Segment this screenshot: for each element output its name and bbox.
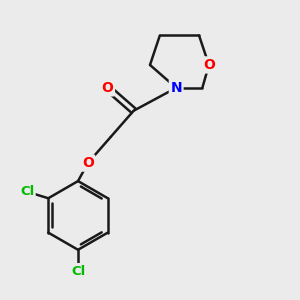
Text: Cl: Cl	[20, 185, 34, 198]
Text: O: O	[203, 58, 215, 72]
Text: O: O	[101, 81, 113, 95]
Text: O: O	[82, 156, 94, 170]
Text: Cl: Cl	[71, 265, 85, 278]
Text: N: N	[170, 81, 182, 95]
